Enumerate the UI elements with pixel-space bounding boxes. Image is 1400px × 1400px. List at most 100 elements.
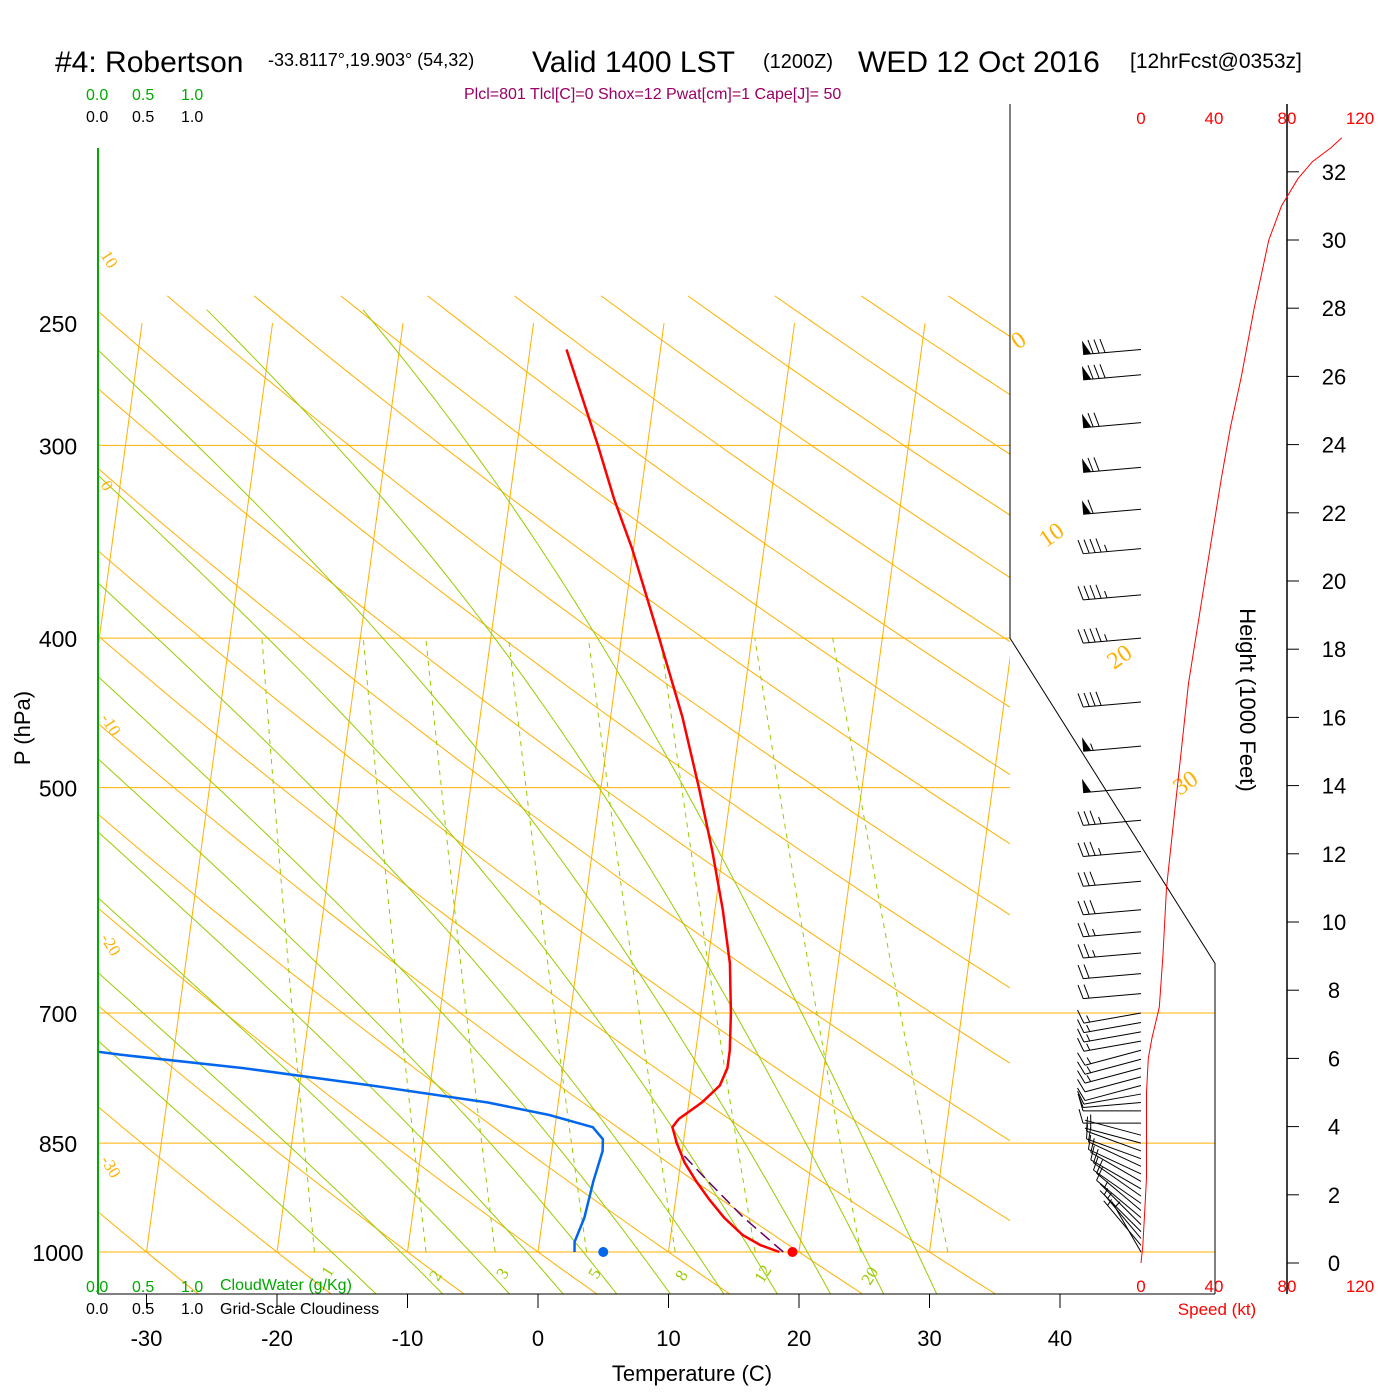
cw-bottom-tick-0: 0.0 [86, 1279, 108, 1296]
wind-barb [1082, 412, 1142, 429]
wind-barb [1077, 1028, 1142, 1043]
wind-barb [1077, 1090, 1142, 1105]
wind-barb [1077, 810, 1142, 826]
wind-barb [1077, 899, 1142, 916]
dewpoint-line [98, 1050, 605, 1253]
sounding-profiles [98, 349, 798, 1257]
temp-tick-0: 0 [532, 1326, 544, 1351]
temperature-line [565, 349, 780, 1254]
isotherm--30 [146, 323, 274, 1253]
cl-tick-2: 1.0 [181, 109, 203, 126]
cl-tick-1: 0.5 [132, 109, 154, 126]
wind-barb [1082, 457, 1142, 473]
cw-bottom-tick-2: 1.0 [181, 1279, 203, 1296]
height-tick-10: 10 [1322, 910, 1346, 935]
mixing-ratio-12 [659, 638, 756, 1253]
wind-barb [1093, 1148, 1142, 1197]
wind-barb [1077, 1019, 1142, 1034]
cl-bottom-tick-1: 0.5 [132, 1301, 154, 1318]
wind-barb [1090, 1145, 1142, 1190]
pressure-tick-850: 850 [39, 1131, 77, 1157]
valid-time: Valid 1400 LST [532, 46, 735, 79]
forecast-info: [12hrFcst@0353z] [1130, 50, 1302, 73]
cloud-water-scale-bottom: 0.0 0.5 1.0 CloudWater (g/Kg) 0.0 0.5 1.… [86, 1277, 379, 1318]
right-frame [1009, 104, 1216, 1294]
dry-adiabat-70 [98, 310, 1010, 989]
speed-top-tick-1: 40 [1205, 109, 1224, 128]
dry-adiabat-0 [98, 907, 598, 1294]
mixing-ratio-8 [587, 638, 676, 1253]
dry-adiabat--30 [98, 1211, 200, 1294]
dry-adiabat-10 [98, 813, 731, 1294]
temp-tick--20: -20 [261, 1326, 293, 1351]
mixing-ratio-label-3: 5 [584, 1265, 605, 1282]
isotherm--40 [98, 323, 143, 652]
cw-bottom-tick-1: 0.5 [132, 1279, 154, 1296]
y-axis-title: P (hPa) [10, 691, 35, 765]
wind-panel [1077, 137, 1343, 1264]
moist-adiabat-20 [98, 474, 778, 1294]
isotherm--50 [0, 323, 12, 1252]
mixing-ratio-30 [832, 638, 949, 1253]
height-tick-24: 24 [1322, 433, 1346, 458]
wind-barb [1096, 1166, 1142, 1219]
pressure-tick-300: 300 [39, 433, 77, 459]
cloudiness-label: Grid-Scale Cloudiness [220, 1301, 379, 1318]
height-tick-14: 14 [1322, 774, 1346, 799]
temp-tick--10: -10 [392, 1326, 424, 1351]
mixing-ratio-3 [425, 638, 496, 1253]
wind-barb [1082, 364, 1142, 381]
wind-barb [1077, 538, 1142, 555]
speed-bottom-tick-1: 40 [1205, 1277, 1224, 1296]
height-tick-16: 16 [1322, 705, 1346, 730]
speed-top-tick-3: 120 [1346, 109, 1374, 128]
pressure-tick-250: 250 [39, 311, 77, 337]
speed-bottom-tick-0: 0 [1136, 1277, 1145, 1296]
isopleths [0, 295, 1010, 1294]
wind-barb [1077, 1037, 1142, 1052]
station-title: #4: Robertson [55, 46, 243, 79]
profile-lines [98, 349, 784, 1254]
surface-dewpoint-point [598, 1247, 609, 1257]
moist-adiabat-12 [98, 675, 671, 1294]
skew-label-1: 10 [1035, 518, 1070, 553]
cloud-water-scale-top: 0.0 0.5 1.0 0.0 0.5 1.0 [86, 87, 203, 126]
utc-time: (1200Z) [763, 51, 833, 73]
wind-barb [1077, 1049, 1142, 1066]
mixing-ratio-1 [261, 638, 315, 1253]
wind-barb [1077, 1067, 1142, 1084]
wind-barb [1084, 1114, 1142, 1136]
dry-adiabat-90 [253, 295, 1010, 845]
cw-tick-0: 0.0 [86, 87, 108, 104]
wind-barb [1082, 499, 1142, 515]
temp-tick-30: 30 [917, 1326, 941, 1351]
cl-bottom-tick-0: 0.0 [86, 1301, 108, 1318]
height-tick-20: 20 [1322, 569, 1346, 594]
height-tick-4: 4 [1328, 1115, 1340, 1140]
mixing-ratio-label-4: 8 [671, 1267, 692, 1284]
mixing-ratio-label-2: 3 [492, 1265, 513, 1282]
dry-adiabat-110 [427, 295, 1010, 708]
height-tick-18: 18 [1322, 637, 1346, 662]
speed-bottom-tick-3: 120 [1346, 1277, 1374, 1296]
background-grid [0, 295, 1215, 1294]
moist-adiabat-32 [362, 309, 938, 1294]
height-tick-32: 32 [1322, 160, 1346, 185]
speed-bottom-tick-2: 80 [1278, 1277, 1297, 1296]
height-axis-title: Height (1000 Feet) [1235, 608, 1260, 791]
wind-barb [1078, 1108, 1141, 1124]
speed-top-tick-0: 0 [1136, 109, 1145, 128]
wind-barb [1090, 1138, 1142, 1182]
temp-tick-40: 40 [1048, 1326, 1072, 1351]
station-coords: -33.8117°,19.903° (54,32) [268, 50, 474, 70]
height-tick-2: 2 [1328, 1183, 1340, 1208]
mixing-ratio-20 [754, 638, 862, 1253]
wind-barb [1077, 1009, 1142, 1024]
isotherm-label-4: -30 [97, 1152, 125, 1181]
dry-adiabat-130 [600, 295, 1010, 579]
isotherm-10 [668, 323, 796, 1253]
dry-adiabat-120 [514, 295, 1010, 643]
height-tick-6: 6 [1328, 1046, 1340, 1071]
mixing-ratio-5 [508, 638, 588, 1253]
